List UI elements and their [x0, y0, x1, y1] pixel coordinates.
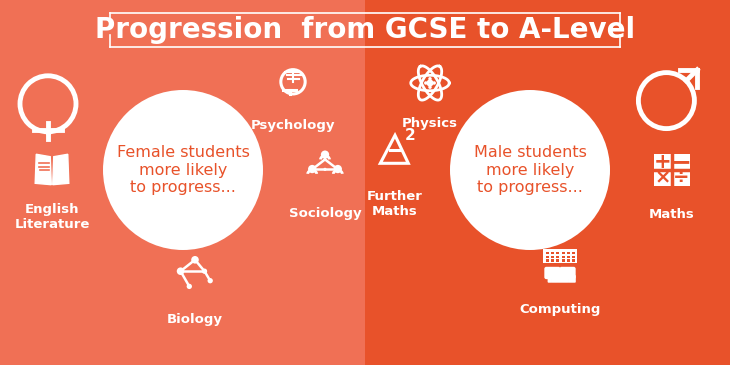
FancyBboxPatch shape [654, 154, 691, 186]
FancyBboxPatch shape [566, 259, 569, 262]
FancyBboxPatch shape [561, 252, 564, 254]
Circle shape [429, 85, 431, 89]
Text: −: − [671, 150, 691, 174]
Text: Computing: Computing [519, 303, 601, 316]
Text: Further
Maths: Further Maths [367, 190, 423, 218]
Circle shape [432, 81, 436, 85]
Polygon shape [365, 0, 730, 365]
Text: ×: × [655, 169, 671, 188]
Text: Maths: Maths [649, 208, 695, 221]
FancyBboxPatch shape [566, 255, 569, 258]
FancyBboxPatch shape [555, 275, 558, 283]
FancyBboxPatch shape [546, 252, 549, 254]
FancyBboxPatch shape [561, 259, 564, 262]
FancyBboxPatch shape [572, 275, 576, 283]
Text: Female students
more likely
to progress...: Female students more likely to progress.… [117, 145, 250, 195]
FancyBboxPatch shape [556, 255, 559, 258]
FancyBboxPatch shape [572, 259, 575, 262]
Text: Biology: Biology [167, 313, 223, 326]
FancyBboxPatch shape [556, 259, 559, 262]
Circle shape [323, 168, 326, 171]
FancyBboxPatch shape [551, 255, 554, 258]
FancyBboxPatch shape [561, 255, 564, 258]
Text: +: + [654, 152, 672, 172]
Circle shape [191, 256, 199, 264]
Circle shape [334, 165, 342, 173]
Circle shape [450, 90, 610, 250]
FancyBboxPatch shape [546, 255, 549, 258]
Text: Male students
more likely
to progress...: Male students more likely to progress... [474, 145, 586, 195]
FancyBboxPatch shape [551, 259, 554, 262]
Circle shape [429, 77, 431, 81]
FancyBboxPatch shape [558, 275, 562, 283]
FancyBboxPatch shape [568, 275, 572, 283]
Circle shape [177, 268, 185, 275]
Text: 2: 2 [404, 128, 415, 143]
Circle shape [321, 150, 329, 159]
FancyBboxPatch shape [545, 267, 561, 279]
Circle shape [187, 284, 192, 289]
Polygon shape [53, 154, 69, 185]
Text: Progression  from GCSE to A-Level: Progression from GCSE to A-Level [95, 16, 635, 44]
Text: Sociology: Sociology [288, 207, 361, 220]
Circle shape [308, 165, 316, 173]
Text: ÷: ÷ [673, 169, 689, 188]
Circle shape [207, 278, 213, 283]
FancyBboxPatch shape [565, 275, 569, 283]
Circle shape [103, 90, 263, 250]
Text: English
Literature: English Literature [15, 203, 90, 231]
FancyBboxPatch shape [556, 252, 559, 254]
FancyBboxPatch shape [543, 249, 577, 263]
Text: Physics: Physics [402, 117, 458, 130]
FancyBboxPatch shape [546, 259, 549, 262]
Text: Psychology: Psychology [250, 119, 335, 132]
Circle shape [201, 269, 207, 274]
FancyBboxPatch shape [561, 275, 566, 283]
FancyBboxPatch shape [559, 267, 576, 279]
FancyBboxPatch shape [551, 252, 554, 254]
Circle shape [426, 80, 434, 87]
FancyBboxPatch shape [566, 252, 569, 254]
FancyBboxPatch shape [548, 275, 552, 283]
FancyBboxPatch shape [572, 252, 575, 254]
Polygon shape [35, 154, 51, 185]
FancyBboxPatch shape [551, 275, 556, 283]
FancyBboxPatch shape [572, 255, 575, 258]
Circle shape [424, 81, 428, 85]
